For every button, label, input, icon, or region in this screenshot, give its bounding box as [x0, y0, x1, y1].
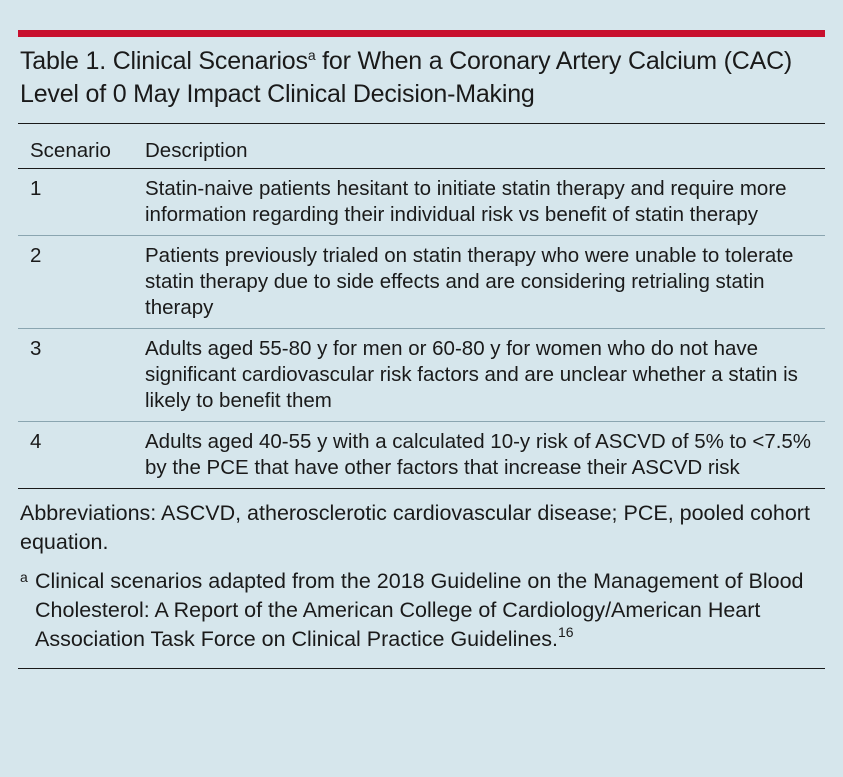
scenario-cell: 2: [30, 244, 42, 267]
scenario-cell: 1: [30, 177, 42, 200]
scenario-cell: 4: [30, 430, 42, 453]
table-notes: Abbreviations: ASCVD, atherosclerotic ca…: [18, 499, 825, 654]
description-cell: Patients previously trialed on statin th…: [145, 244, 794, 319]
abbreviations-note: Abbreviations: ASCVD, atherosclerotic ca…: [20, 501, 810, 554]
description-cell: Adults aged 55-80 y for men or 60-80 y f…: [145, 337, 798, 412]
footnote: a Clinical scenarios adapted from the 20…: [20, 567, 825, 654]
footnote-mark: a: [20, 569, 28, 585]
table-row: 3 Adults aged 55-80 y for men or 60-80 y…: [18, 329, 825, 422]
accent-rule: [18, 30, 825, 37]
footnote-reference: 16: [558, 624, 574, 640]
column-header-description: Description: [145, 139, 248, 162]
table-row: 4 Adults aged 40-55 y with a calculated …: [18, 422, 825, 488]
table-row: 2 Patients previously trialed on statin …: [18, 236, 825, 329]
description-cell: Adults aged 40-55 y with a calculated 10…: [145, 430, 812, 479]
table-panel: Table 1. Clinical Scenariosa for When a …: [18, 30, 825, 669]
table-header-row: Scenario Description: [18, 124, 825, 169]
table-row: 1 Statin-naive patients hesitant to init…: [18, 169, 825, 236]
title-footnote-mark: a: [307, 47, 316, 63]
scenario-cell: 3: [30, 337, 42, 360]
description-cell: Statin-naive patients hesitant to initia…: [145, 177, 787, 226]
footnote-text: Clinical scenarios adapted from the 2018…: [35, 569, 804, 651]
title-text: Table 1. Clinical Scenarios: [20, 47, 308, 75]
title-text-rest: for When a Coronary Artery Calcium (CAC)…: [20, 47, 793, 108]
bottom-rule: [18, 668, 825, 669]
column-header-scenario: Scenario: [30, 139, 111, 162]
footnote-body: Clinical scenarios adapted from the 2018…: [35, 567, 825, 654]
scenario-table: Scenario Description 1 Statin-naive pati…: [18, 123, 825, 489]
table-title: Table 1. Clinical Scenariosa for When a …: [20, 45, 825, 111]
